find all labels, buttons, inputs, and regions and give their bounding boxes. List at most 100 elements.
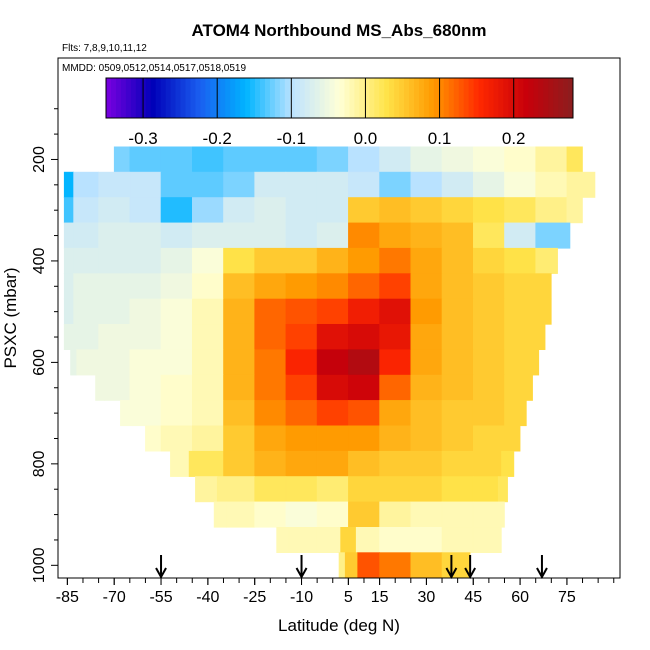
heatmap-cell — [104, 374, 131, 401]
heatmap-cell — [441, 298, 474, 325]
heatmap-cell — [223, 450, 256, 477]
heatmap-cell — [73, 323, 99, 350]
heatmap-cell — [348, 450, 380, 477]
heatmap-cell — [504, 374, 533, 401]
colorbar-swatch — [349, 78, 355, 118]
colorbar-swatch — [538, 78, 544, 118]
heatmap-cell — [410, 450, 443, 477]
colorbar-swatch — [404, 78, 410, 118]
heatmap-cell — [379, 400, 412, 427]
heatmap-cell — [192, 273, 224, 300]
heatmap-cell — [410, 247, 443, 274]
heatmap-cell — [472, 349, 505, 376]
colorbar-swatch — [205, 78, 211, 118]
colorbar-tick-label: -0.3 — [128, 129, 157, 148]
colorbar-swatch — [106, 78, 112, 118]
colorbar-swatch — [289, 78, 296, 118]
y-tick-label: 400 — [31, 247, 48, 274]
dates-note: MMDD: 0509,0512,0514,0517,0518,0519 — [62, 63, 246, 74]
heatmap-cell — [76, 349, 99, 376]
colorbar-swatch — [115, 78, 122, 118]
heatmap-cell — [441, 197, 474, 224]
colorbar-swatch — [269, 78, 276, 118]
heatmap-cell — [70, 349, 77, 376]
heatmap-cell — [254, 450, 287, 477]
heatmap-cell — [285, 197, 318, 224]
heatmap-cell — [348, 501, 380, 528]
colorbar-swatch — [329, 78, 335, 118]
heatmap-cell — [316, 171, 349, 198]
heatmap-cell — [441, 222, 474, 249]
colorbar-swatch — [170, 78, 176, 118]
heatmap-cell — [73, 171, 99, 198]
heatmap-cell — [472, 425, 505, 452]
heatmap-cell — [195, 476, 218, 503]
heatmap-cell — [379, 247, 412, 274]
heatmap-cell — [410, 400, 443, 427]
heatmap-cell — [213, 501, 227, 528]
heatmap-cell — [566, 197, 583, 224]
heatmap-cell — [192, 146, 224, 173]
heatmap-cell — [410, 146, 443, 173]
heatmap-cell — [441, 323, 474, 350]
heatmap-cell — [501, 450, 515, 477]
x-tick-label: -40 — [196, 589, 219, 606]
heatmap-cell — [441, 273, 474, 300]
heatmap-cell — [63, 273, 74, 300]
heatmap-cell — [73, 273, 99, 300]
heatmap-cell — [285, 501, 318, 528]
y-tick-label: 800 — [31, 450, 48, 477]
colorbar-swatch — [284, 78, 291, 118]
heatmap-cell — [254, 400, 287, 427]
heatmap-cell — [160, 400, 193, 427]
heatmap-cell — [113, 146, 131, 173]
heatmap-cell — [348, 400, 380, 427]
heatmap-cell — [379, 425, 412, 452]
heatmap-cell — [316, 425, 349, 452]
colorbar-swatch — [394, 78, 400, 118]
colorbar-swatch — [230, 78, 236, 118]
heatmap-cell — [192, 374, 224, 401]
heatmap-cell — [98, 273, 131, 300]
colorbar-tick-label: 0.2 — [502, 129, 526, 148]
x-axis-label: Latitude (deg N) — [278, 616, 400, 635]
heatmap-cell — [160, 425, 193, 452]
heatmap-cell — [95, 374, 106, 401]
heatmap-cell — [160, 146, 193, 173]
heatmap-cell — [410, 476, 443, 503]
colorbar-frame — [105, 77, 574, 119]
heatmap-cell — [160, 298, 193, 325]
heatmap-cell — [472, 171, 505, 198]
heatmap-cell — [357, 552, 380, 579]
heatmap-cell — [472, 247, 505, 274]
heatmap-cell — [441, 450, 474, 477]
colorbar-swatch — [309, 78, 316, 118]
colorbar-swatch — [150, 78, 157, 118]
colorbar-swatch — [130, 78, 137, 118]
heatmap-cell — [254, 171, 287, 198]
heatmap-cell — [129, 273, 162, 300]
heatmap-cell — [348, 273, 380, 300]
heatmap-cell — [472, 526, 502, 553]
heatmap-cell — [192, 222, 224, 249]
colorbar-swatch — [399, 78, 405, 118]
colorbar-swatch — [319, 78, 325, 118]
heatmap-cell — [504, 222, 537, 249]
x-tick-label: 75 — [558, 589, 576, 606]
colorbar-swatch — [414, 78, 420, 118]
colorbar-swatch — [518, 78, 524, 118]
heatmap-cell — [223, 273, 256, 300]
heatmap-cell — [192, 247, 224, 274]
heatmap-cell — [285, 222, 318, 249]
colorbar-swatch — [448, 78, 455, 118]
heatmap-cell — [160, 374, 193, 401]
colorbar-swatch — [418, 78, 425, 118]
heatmap-cell — [472, 400, 505, 427]
heatmap-cell — [129, 374, 162, 401]
colorbar-swatch — [369, 78, 375, 118]
heatmap-cell — [285, 450, 318, 477]
heatmap-cell — [160, 323, 193, 350]
colorbar-swatch — [185, 78, 191, 118]
colorbar-swatch — [384, 78, 390, 118]
heatmap-cell — [348, 323, 380, 350]
